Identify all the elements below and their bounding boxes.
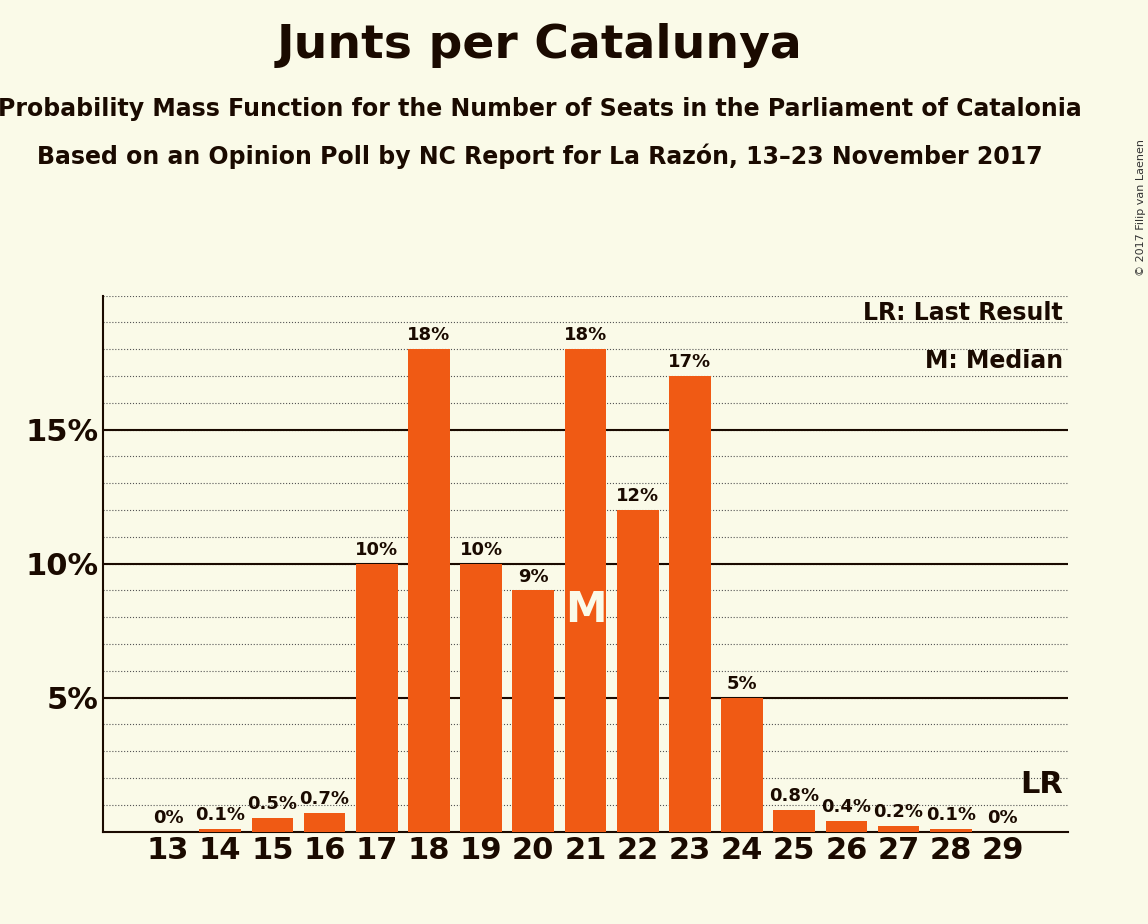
Text: 18%: 18%	[408, 326, 450, 345]
Bar	[825, 821, 867, 832]
Bar	[878, 826, 920, 832]
Text: © 2017 Filip van Laenen: © 2017 Filip van Laenen	[1135, 139, 1146, 275]
Text: Based on an Opinion Poll by NC Report for La Razón, 13–23 November 2017: Based on an Opinion Poll by NC Report fo…	[37, 143, 1042, 169]
Text: 0.1%: 0.1%	[925, 806, 976, 824]
Bar	[669, 376, 711, 832]
Text: 0.2%: 0.2%	[874, 803, 924, 821]
Text: 0.7%: 0.7%	[300, 790, 350, 808]
Text: 12%: 12%	[616, 487, 659, 505]
Text: M: M	[565, 589, 606, 631]
Text: 18%: 18%	[564, 326, 607, 345]
Bar	[304, 813, 346, 832]
Text: 0.1%: 0.1%	[195, 806, 246, 824]
Text: Junts per Catalunya: Junts per Catalunya	[277, 23, 802, 68]
Bar	[512, 590, 554, 832]
Bar	[251, 819, 293, 832]
Bar	[565, 349, 606, 832]
Bar	[721, 698, 763, 832]
Bar	[408, 349, 450, 832]
Text: 10%: 10%	[355, 541, 398, 559]
Text: 10%: 10%	[459, 541, 503, 559]
Text: 5%: 5%	[727, 675, 758, 693]
Text: 0%: 0%	[153, 808, 184, 827]
Text: Probability Mass Function for the Number of Seats in the Parliament of Catalonia: Probability Mass Function for the Number…	[0, 97, 1081, 121]
Bar	[200, 829, 241, 832]
Text: 0.5%: 0.5%	[247, 796, 297, 813]
Bar	[460, 564, 502, 832]
Text: 17%: 17%	[668, 353, 712, 371]
Text: 0.8%: 0.8%	[769, 787, 820, 806]
Bar	[356, 564, 397, 832]
Text: M: Median: M: Median	[924, 349, 1063, 373]
Bar	[930, 829, 971, 832]
Text: LR: LR	[1019, 770, 1063, 799]
Bar	[774, 810, 815, 832]
Text: 9%: 9%	[518, 567, 549, 586]
Text: 0%: 0%	[987, 808, 1018, 827]
Text: 0.4%: 0.4%	[821, 798, 871, 816]
Text: LR: Last Result: LR: Last Result	[863, 301, 1063, 325]
Bar	[616, 510, 659, 832]
